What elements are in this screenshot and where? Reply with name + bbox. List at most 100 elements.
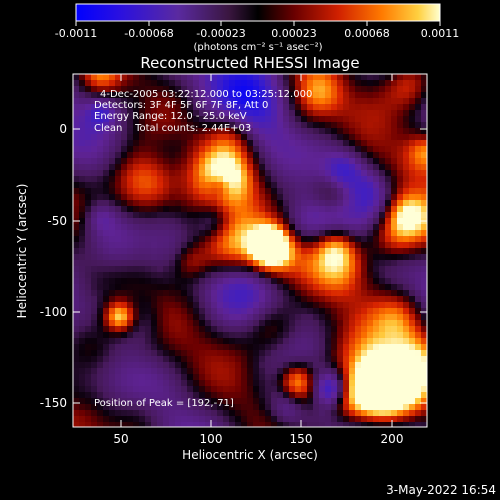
image-pixel xyxy=(163,212,170,219)
image-pixel xyxy=(139,236,146,243)
image-pixel xyxy=(409,410,416,417)
image-pixel xyxy=(229,308,236,315)
image-pixel xyxy=(331,350,338,357)
image-pixel xyxy=(181,338,188,345)
image-pixel xyxy=(187,122,194,129)
image-pixel xyxy=(397,422,404,427)
image-pixel xyxy=(247,416,254,423)
image-pixel xyxy=(235,230,242,237)
image-pixel xyxy=(367,74,374,81)
image-pixel xyxy=(181,410,188,417)
image-pixel xyxy=(109,134,116,141)
image-pixel xyxy=(271,320,278,327)
image-pixel xyxy=(295,326,302,333)
image-pixel xyxy=(241,374,248,381)
image-pixel xyxy=(295,272,302,279)
image-pixel xyxy=(367,110,374,117)
image-pixel xyxy=(301,200,308,207)
image-pixel xyxy=(187,332,194,339)
image-pixel xyxy=(229,176,236,183)
image-pixel xyxy=(73,320,80,327)
image-pixel xyxy=(367,212,374,219)
image-pixel xyxy=(247,422,254,427)
image-pixel xyxy=(421,98,427,105)
image-pixel xyxy=(385,338,392,345)
image-pixel xyxy=(361,326,368,333)
image-pixel xyxy=(229,278,236,285)
image-pixel xyxy=(175,230,182,237)
image-pixel xyxy=(409,272,416,279)
image-pixel xyxy=(145,248,152,255)
image-pixel xyxy=(409,230,416,237)
image-pixel xyxy=(73,242,80,249)
image-pixel xyxy=(289,284,296,291)
image-pixel xyxy=(121,410,128,417)
image-pixel xyxy=(259,164,266,171)
image-pixel xyxy=(415,368,422,375)
image-pixel xyxy=(283,230,290,237)
image-pixel xyxy=(145,254,152,261)
image-pixel xyxy=(97,416,104,423)
image-pixel xyxy=(265,284,272,291)
image-pixel xyxy=(373,392,380,399)
image-pixel xyxy=(79,104,86,111)
image-pixel xyxy=(79,140,86,147)
image-pixel xyxy=(385,188,392,195)
image-pixel xyxy=(109,110,116,117)
image-pixel xyxy=(85,308,92,315)
image-pixel xyxy=(103,350,110,357)
image-pixel xyxy=(157,140,164,147)
image-pixel xyxy=(319,290,326,297)
image-pixel xyxy=(151,110,158,117)
image-pixel xyxy=(331,218,338,225)
image-pixel xyxy=(301,362,308,369)
image-pixel xyxy=(271,98,278,105)
image-pixel xyxy=(115,230,122,237)
image-pixel xyxy=(313,92,320,99)
image-pixel xyxy=(181,320,188,327)
image-pixel xyxy=(325,98,332,105)
image-pixel xyxy=(73,236,80,243)
image-pixel xyxy=(73,212,80,219)
image-pixel xyxy=(85,404,92,411)
image-pixel xyxy=(169,212,176,219)
image-pixel xyxy=(181,416,188,423)
image-pixel xyxy=(307,260,314,267)
image-pixel xyxy=(187,272,194,279)
image-pixel xyxy=(121,302,128,309)
image-pixel xyxy=(295,296,302,303)
image-pixel xyxy=(79,158,86,165)
image-pixel xyxy=(283,386,290,393)
image-pixel xyxy=(265,146,272,153)
image-pixel xyxy=(271,260,278,267)
image-pixel xyxy=(265,182,272,189)
image-pixel xyxy=(295,86,302,93)
image-pixel xyxy=(409,290,416,297)
image-pixel xyxy=(211,332,218,339)
image-pixel xyxy=(397,80,404,87)
image-pixel xyxy=(265,158,272,165)
image-pixel xyxy=(313,158,320,165)
image-pixel xyxy=(379,134,386,141)
image-pixel xyxy=(229,356,236,363)
image-pixel xyxy=(157,302,164,309)
image-pixel xyxy=(307,152,314,159)
image-pixel xyxy=(259,128,266,135)
image-pixel xyxy=(79,206,86,213)
image-pixel xyxy=(349,80,356,87)
image-pixel xyxy=(163,248,170,255)
image-pixel xyxy=(103,416,110,423)
image-pixel xyxy=(151,344,158,351)
image-pixel xyxy=(265,422,272,427)
image-pixel xyxy=(403,224,410,231)
image-pixel xyxy=(121,200,128,207)
image-pixel xyxy=(121,128,128,135)
image-pixel xyxy=(343,320,350,327)
image-pixel xyxy=(127,170,134,177)
image-pixel xyxy=(397,272,404,279)
image-pixel xyxy=(97,422,104,427)
image-pixel xyxy=(313,104,320,111)
image-pixel xyxy=(97,188,104,195)
image-pixel xyxy=(157,194,164,201)
image-pixel xyxy=(127,200,134,207)
